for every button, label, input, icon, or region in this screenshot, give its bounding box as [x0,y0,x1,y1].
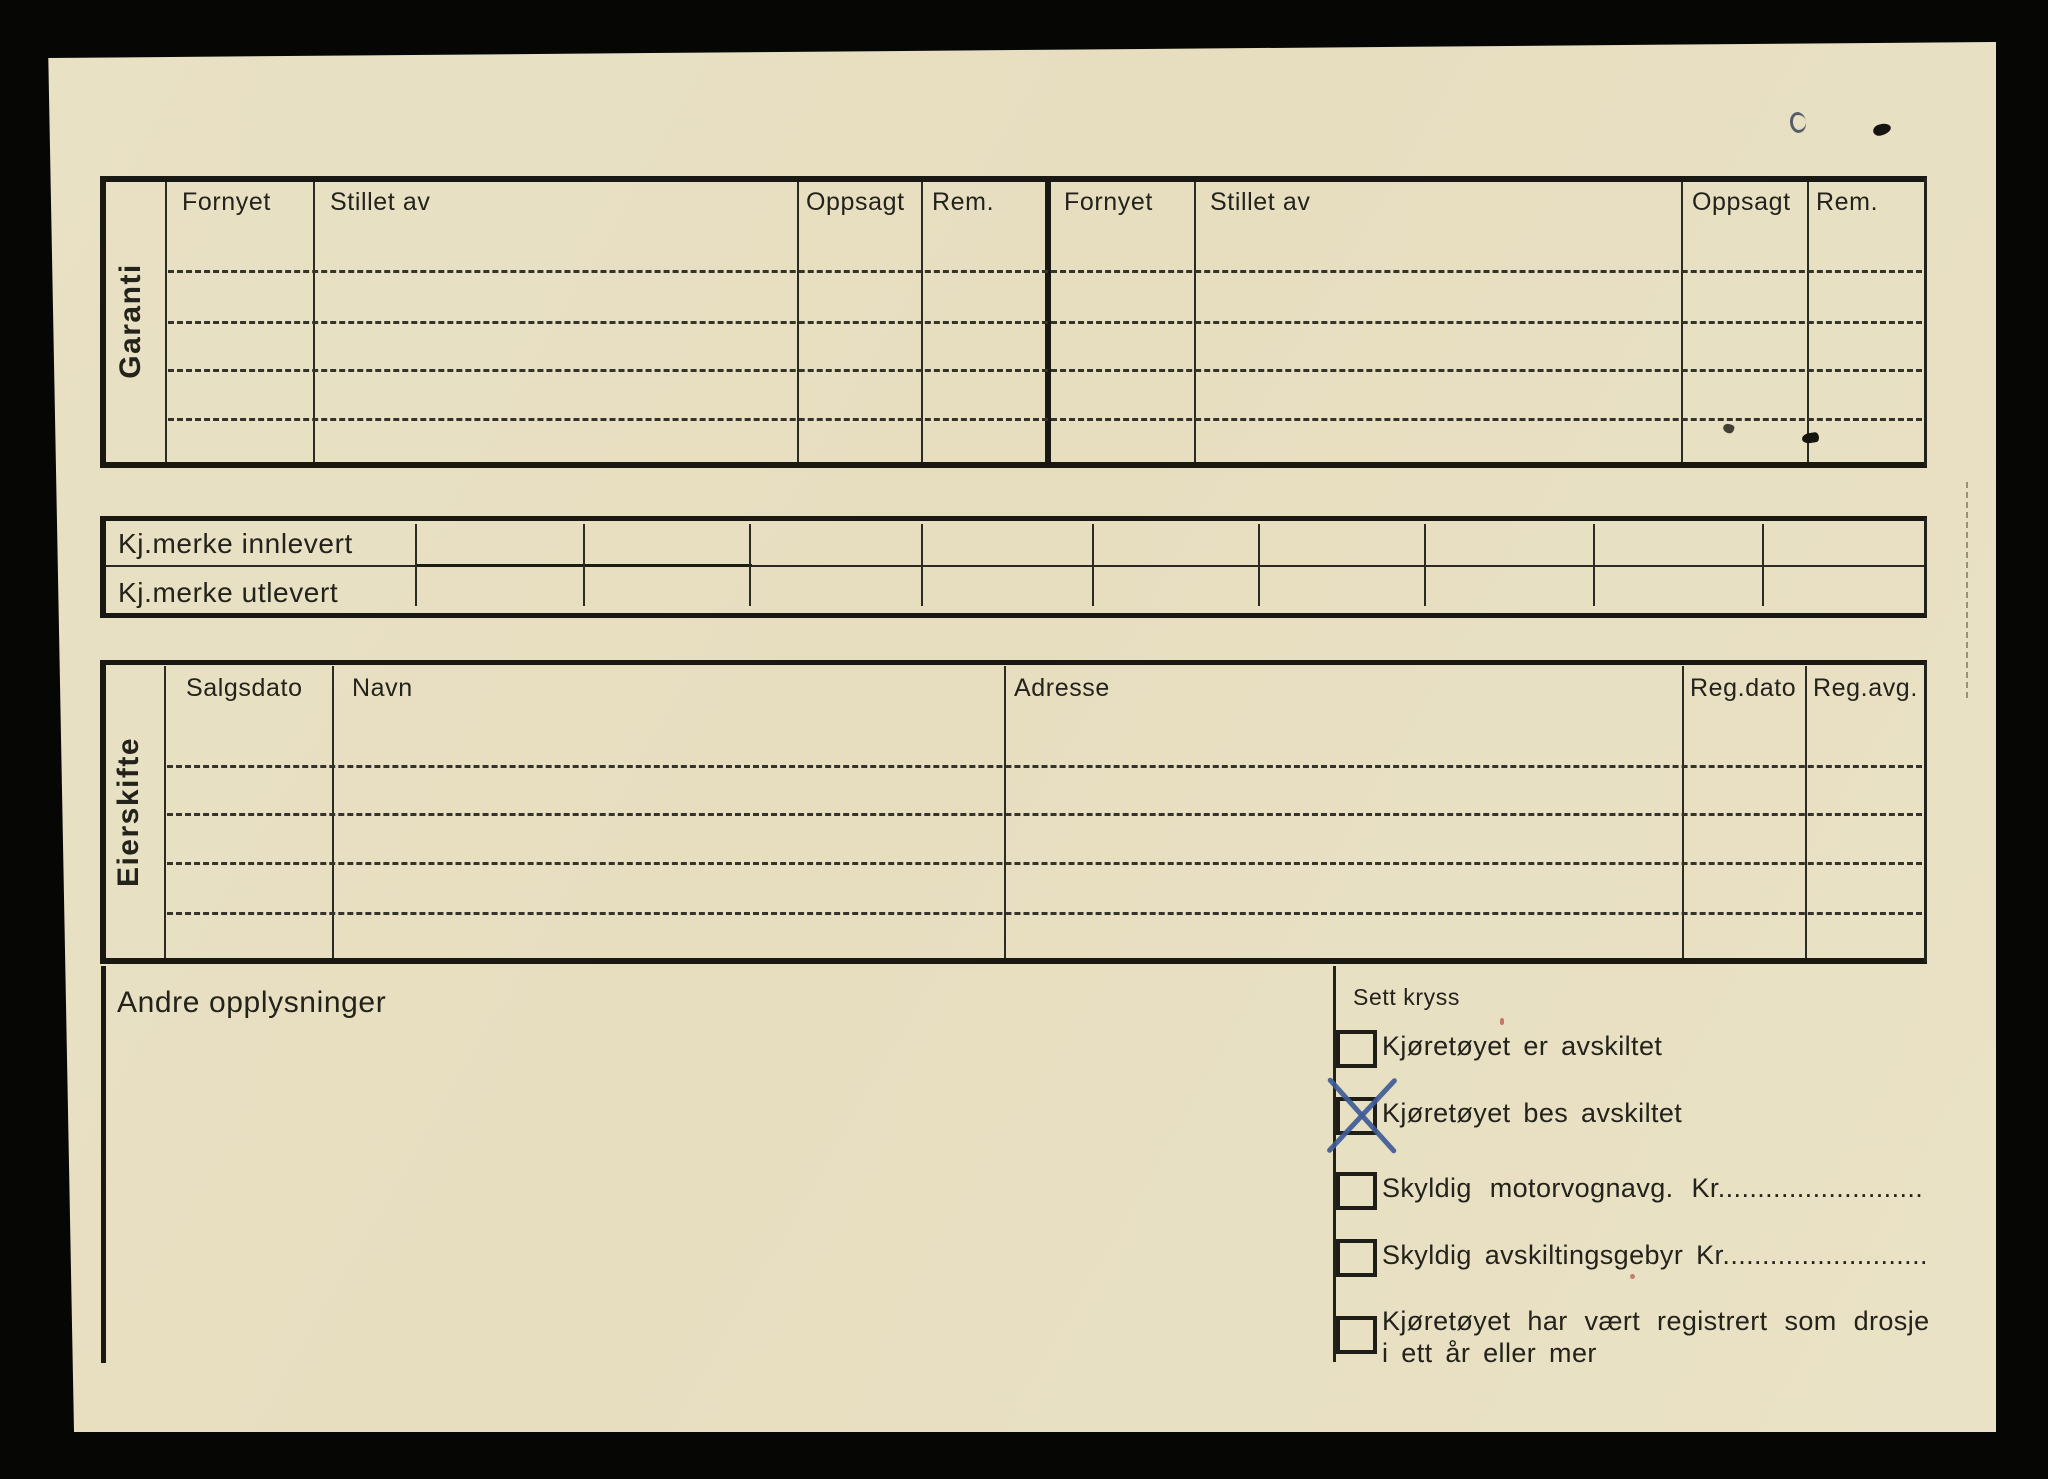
section-left-border [101,966,106,1363]
garanti-header-rem-2: Rem. [1816,188,1879,216]
ruled-row-line [167,765,1922,768]
checkbox-registrert-som-drosje [1336,1316,1377,1354]
column-divider [164,666,166,958]
ruled-row-line [167,813,1922,816]
eierskifte-top-border [100,660,1927,665]
kjmerke-left-border [100,516,106,618]
checkbox-label: Skyldig avskiltingsgebyr Kr.............… [1382,1240,1928,1270]
column-divider [1004,666,1006,958]
checkbox-label: Kjøretøyet er avskiltet [1382,1031,1663,1061]
checkbox-label-line2: i ett år eller mer [1382,1338,1597,1368]
column-divider [1593,524,1595,606]
column-divider [332,666,334,958]
garanti-header-rem-1: Rem. [932,188,995,216]
red-speck [1630,1274,1635,1279]
garanti-section-label: Garanti [114,263,147,379]
garanti-header-oppsagt-1: Oppsagt [806,188,905,216]
checkbox-bes-avskiltet [1336,1097,1377,1135]
column-divider [1424,524,1426,606]
kjmerke-innlevert-label: Kj.merke innlevert [118,528,353,559]
eierskifte-section-label: Eierskifte [112,736,145,888]
garanti-header-fornyet-1: Fornyet [182,188,271,216]
eierskifte-bottom-border [100,958,1927,964]
garanti-top-border [100,176,1927,182]
column-divider [921,524,923,606]
eierskifte-left-border [100,660,106,964]
sett-kryss-title: Sett kryss [1353,984,1460,1010]
garanti-left-border [100,176,106,468]
column-divider [1805,666,1807,958]
checkbox-skyldig-avskiltingsgebyr [1336,1239,1377,1277]
ruled-row-line [167,912,1922,915]
sett-kryss-divider [1333,966,1336,1362]
ruled-row-line [167,862,1922,865]
garanti-header-stillet-av-1: Stillet av [330,188,431,216]
ruled-row-line [168,418,1922,421]
kjmerke-middle-line [104,565,1924,567]
kjmerke-bottom-border [100,613,1927,618]
ruled-row-line [168,270,1922,273]
ruled-row-line [168,321,1922,324]
checkbox-label: Kjøretøyet bes avskiltet [1382,1098,1683,1128]
eierskifte-header-adresse: Adresse [1014,674,1110,702]
column-divider [1092,524,1094,606]
eierskifte-header-navn: Navn [352,674,413,702]
column-divider [583,524,585,606]
column-divider [1762,524,1764,606]
fold-crease-mark [1966,482,1968,698]
andre-opplysninger-title: Andre opplysninger [117,986,387,1019]
garanti-header-stillet-av-2: Stillet av [1210,188,1311,216]
red-speck [1500,1018,1504,1025]
garanti-right-border [1924,178,1927,466]
column-divider [749,524,751,606]
garanti-header-oppsagt-2: Oppsagt [1692,188,1791,216]
garanti-bottom-border [100,462,1927,468]
ruled-row-line [168,369,1922,372]
eierskifte-right-border [1924,662,1927,962]
garanti-header-fornyet-2: Fornyet [1064,188,1153,216]
checkbox-er-avskiltet [1336,1030,1377,1068]
eierskifte-header-salgsdato: Salgsdato [186,674,303,702]
column-divider [1682,666,1684,958]
kjmerke-utlevert-label: Kj.merke utlevert [118,577,339,608]
kjmerke-right-border [1924,518,1927,616]
checkbox-skyldig-motorvognavg [1336,1172,1377,1210]
checkbox-label-line1: Kjøretøyet har vært registrert som drosj… [1382,1306,1930,1336]
column-divider [1258,524,1260,606]
checkbox-label: Skyldig motorvognavg. Kr................… [1382,1173,1924,1203]
column-divider [415,524,417,606]
eierskifte-header-reg-dato: Reg.dato [1690,674,1797,702]
column-divider [165,182,167,462]
eierskifte-header-reg-avg: Reg.avg. [1813,674,1918,702]
registration-card-paper [48,42,1996,1432]
kjmerke-top-border [100,516,1927,521]
